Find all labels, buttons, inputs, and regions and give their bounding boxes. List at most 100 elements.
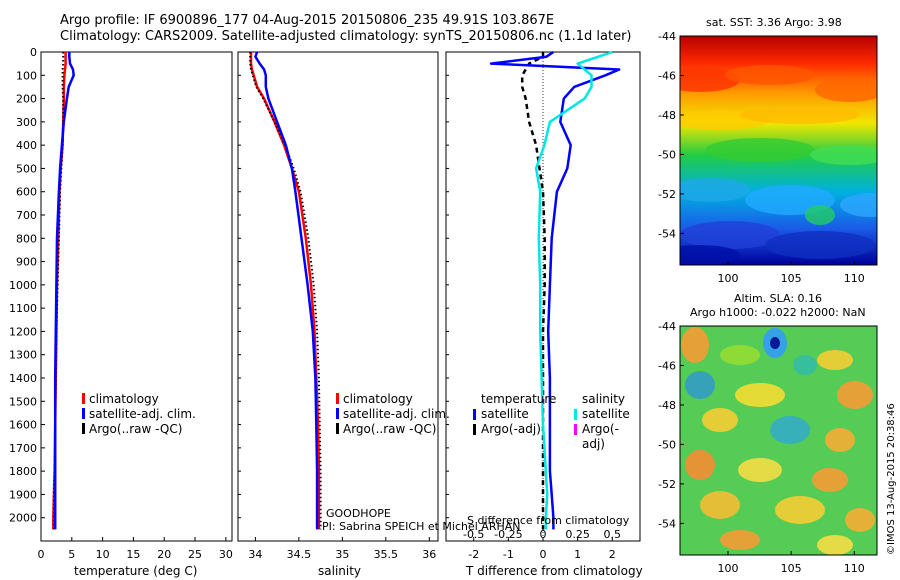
sla-patch <box>738 458 782 482</box>
x-tick-label: 10 <box>96 548 110 561</box>
sst-map: -44 -46 -48 -50 -52 -54 100 105 110 <box>658 30 878 285</box>
y-tick-label: 1500 <box>9 395 37 408</box>
series-satellite <box>254 51 319 530</box>
sla-patch <box>735 383 785 407</box>
x-tick-label: 36 <box>422 548 436 561</box>
y-tick-label: 2000 <box>9 512 37 525</box>
sst-patch <box>765 231 875 259</box>
x2-tick-label: 0.5 <box>604 528 622 541</box>
y-tick-label: 1400 <box>9 372 37 385</box>
map-y-tick-label: -50 <box>658 148 676 161</box>
x2-tick-label: 0.25 <box>565 528 590 541</box>
sst-patch <box>840 193 877 217</box>
legend-header-salinity: salinity <box>582 392 626 406</box>
legend-label: Argo(-adj) <box>582 422 619 451</box>
sla-patch <box>770 337 780 349</box>
legend-label: climatology <box>343 392 413 406</box>
sla-map: -44 -46 -48 -50 -52 -54 100 105 110 <box>658 320 878 575</box>
y-tick-label: 100 <box>16 69 37 82</box>
x-tick-label: -2 <box>468 548 479 561</box>
x-tick-label: 20 <box>157 548 171 561</box>
legend-label: satellite <box>481 407 529 421</box>
sla-patch <box>770 416 810 444</box>
y-tick-label: 0 <box>30 46 37 59</box>
sst-patch <box>740 106 860 124</box>
legend-label: satellite-adj. clim. <box>89 407 196 421</box>
x2-tick-label: -0.25 <box>494 528 522 541</box>
sla-patch <box>817 350 853 370</box>
y-tick-label: 1100 <box>9 302 37 315</box>
sst-patch <box>680 68 740 92</box>
y-tick-label: 700 <box>16 209 37 222</box>
y-tick-label: 1900 <box>9 488 37 501</box>
series-s-satellite <box>534 50 613 530</box>
y-tick-label: 1700 <box>9 442 37 455</box>
sla-patch <box>685 450 715 480</box>
map-frame <box>679 35 878 266</box>
map-y-tick-label: -44 <box>658 320 676 333</box>
x-axis-label-tdiff: T difference from climatology <box>466 564 643 578</box>
y-tick-label: 1300 <box>9 349 37 362</box>
map-y-tick-label: -46 <box>658 359 676 372</box>
sla-patch <box>720 345 760 365</box>
chart-title-line1: Argo profile: IF 6900896_177 04-Aug-2015… <box>60 13 555 28</box>
sla-map-title1: Altim. SLA: 0.16 <box>734 292 823 305</box>
map-y-tick-label: -46 <box>658 69 676 82</box>
legend-item-climatology: climatology <box>336 392 450 407</box>
map-y-tick-label: -54 <box>658 517 676 530</box>
chart-title-line2: Climatology: CARS2009. Satellite-adjuste… <box>60 29 632 44</box>
sla-patch <box>812 468 848 492</box>
y-tick-label: 800 <box>16 232 37 245</box>
sst-patch <box>680 221 780 249</box>
map-frame <box>679 325 878 556</box>
map-y-tick-label: -52 <box>658 478 676 491</box>
x-tick-label: 1 <box>574 548 581 561</box>
map-x-tick-label: 100 <box>717 562 738 575</box>
legend-label: satellite <box>582 407 630 421</box>
map-y-tick-label: -50 <box>658 438 676 451</box>
map-x-tick-label: 105 <box>781 562 802 575</box>
series-t-satellite <box>489 50 621 530</box>
map-y-tick-label: -52 <box>658 188 676 201</box>
map-y-tick-label: -48 <box>658 399 676 412</box>
profile-panels: 0100200300400500600700800900100011001200… <box>9 46 641 561</box>
legend-label: climatology <box>89 392 159 406</box>
map-y-tick-label: -44 <box>658 30 676 43</box>
y-tick-label: 400 <box>16 139 37 152</box>
panel-frame <box>237 51 439 542</box>
y-tick-label: 1000 <box>9 279 37 292</box>
sla-patch <box>845 508 875 532</box>
float-name-label: GOODHOPE <box>326 507 391 520</box>
x-tick-label: 5 <box>68 548 75 561</box>
panel-frame <box>40 51 233 542</box>
sla-patch <box>700 491 740 519</box>
sla-patch <box>837 381 873 409</box>
x-tick-label: 34.5 <box>287 548 312 561</box>
x-tick-label: 15 <box>126 548 140 561</box>
map-x-tick-label: 110 <box>844 272 865 285</box>
legend-label: Argo(..raw -QC) <box>89 422 183 436</box>
sst-patch <box>680 178 750 202</box>
sst-patch <box>815 78 877 102</box>
pi-label: PI: Sabrina SPEICH et Michel ARHAN <box>322 520 521 533</box>
y-tick-label: 200 <box>16 93 37 106</box>
legend-item-argo: Argo(..raw -QC) <box>82 422 196 437</box>
series-satellite <box>53 52 75 530</box>
legend-salinity: climatology satellite-adj. clim. Argo(..… <box>336 392 450 437</box>
y-tick-label: 600 <box>16 186 37 199</box>
legend-header-temperature: temperature <box>481 392 557 406</box>
map-y-tick-label: -48 <box>658 109 676 122</box>
x-tick-label: 34 <box>248 548 262 561</box>
x-tick-label: 25 <box>188 548 202 561</box>
series-t-argo <box>520 52 546 530</box>
sla-patch <box>775 496 825 524</box>
x-tick-label: 30 <box>219 548 233 561</box>
x2-tick-label: -0.5 <box>463 528 484 541</box>
x-tick-label: 35 <box>335 548 349 561</box>
sst-map-title: sat. SST: 3.36 Argo: 3.98 <box>706 16 842 29</box>
legend-item-argo: Argo(..raw -QC) <box>336 422 450 437</box>
credit-text: ©IMOS 13-Aug-2015 20:38:46 <box>886 403 897 555</box>
sst-patch <box>680 245 740 265</box>
y-tick-label: 1800 <box>9 465 37 478</box>
